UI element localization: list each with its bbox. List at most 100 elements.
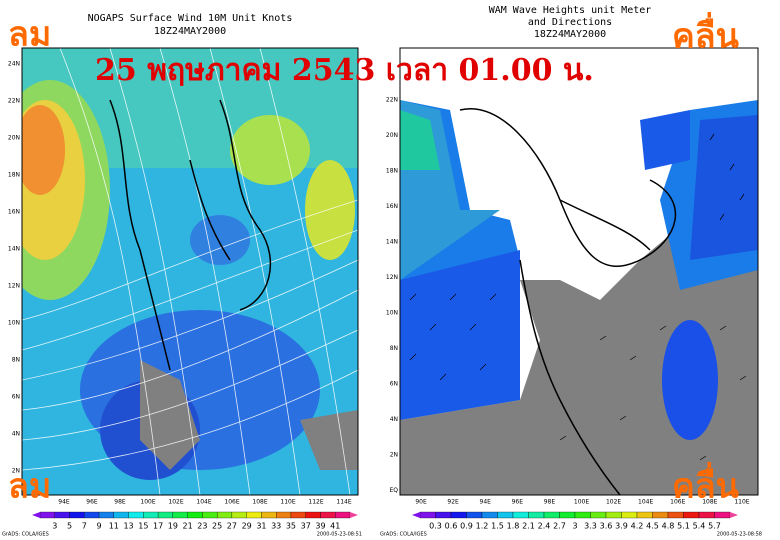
colorbar-swatch [466,511,483,519]
title: and Directions [528,17,612,28]
y-axis-label: EQ [389,487,398,494]
colorbar-label: 11 [109,522,119,531]
colorbar-swatch [698,511,715,519]
frame [399,47,759,496]
y-axis-label: 20N [8,135,20,142]
colorbar-label: 0.3 [429,522,442,531]
y-axis-label: 14N [386,239,398,246]
colorbar-label: 27 [227,522,237,531]
x-axis-label: 108E [252,499,267,506]
colorbar-swatch [98,511,114,519]
colorbar-swatch [216,511,233,519]
colorbar-swatch [276,511,292,519]
colorbar-swatch [246,511,262,519]
x-axis-label: 102E [606,499,621,506]
colorbar-swatch [84,511,100,519]
colorbar-label: 41 [330,522,340,531]
y-axis-label: 10N [386,310,398,317]
x-axis-label: 112E [308,499,323,506]
colorbar-swatch [683,511,700,519]
x-axis-label: 106E [224,499,239,506]
colorbar-label: 19 [168,522,178,531]
colorbar-label: 2.1 [522,522,535,531]
x-axis-label: 94E [58,499,70,506]
colorbar-swatch [512,511,529,519]
overlay-label: คลื่น [672,12,739,57]
footer: 2000-05-23-08:58 [717,532,762,538]
colorbar-swatch [667,511,684,519]
colorbar-label: 1.2 [476,522,489,531]
y-axis-label: 4N [12,431,20,438]
colorbar-label: 21 [183,522,193,531]
colorbar-swatch [528,511,545,519]
x-axis-label: 100E [574,499,589,506]
colorbar-label: 35 [286,522,296,531]
colorbar-label: 33 [271,522,281,531]
colorbar-swatch [305,511,321,519]
x-axis-label: 104E [196,499,211,506]
subtitle: 18Z24MAY2000 [154,26,226,37]
y-axis-label: 2N [12,468,20,475]
y-axis-label: 24N [8,61,20,68]
colorbar-label: 5.1 [677,522,690,531]
colorbar-end [730,512,738,518]
colorbar-label: 39 [315,522,325,531]
x-axis-label: 104E [638,499,653,506]
colorbar-swatch [290,511,306,519]
colorbar-label: 7 [82,522,87,531]
colorbar-swatch [652,511,669,519]
colorbar-label: 17 [153,522,163,531]
y-axis-label: 10N [8,320,20,327]
colorbar-swatch [590,511,607,519]
footer: GrADS: COLA/IGES [2,532,49,538]
colorbar-label: 3 [572,522,577,531]
colorbar-swatch [714,511,731,519]
y-axis-label: 4N [390,416,398,423]
colorbar-label: 31 [256,522,266,531]
footer: 2000-05-23-08:51 [317,532,362,538]
colorbar-swatch [574,511,591,519]
x-axis-label: 110E [280,499,295,506]
title: NOGAPS Surface Wind 10M Unit Knots [88,13,293,24]
x-axis-label: 90E [415,499,427,506]
y-axis-label: 18N [8,172,20,179]
y-axis-label: 6N [12,394,20,401]
y-axis-label: 22N [386,97,398,104]
colorbar-label: 9 [97,522,102,531]
y-axis-label: 12N [8,283,20,290]
subtitle: 18Z24MAY2000 [534,29,606,40]
x-axis-label: 96E [86,499,98,506]
colorbar-swatch [559,511,576,519]
colorbar-swatch [113,511,129,519]
y-axis-label: 12N [386,274,398,281]
colorbar-swatch [202,511,218,519]
colorbar-label: 1.5 [491,522,504,531]
colorbar-label: 4.2 [631,522,644,531]
colorbar-label: 0.9 [460,522,473,531]
x-axis-label: 110E [734,499,749,506]
colorbar-label: 15 [138,522,148,531]
x-axis-label: 94E [480,499,492,506]
colorbar-label: 1.8 [507,522,520,531]
colorbar-swatch [497,511,514,519]
colorbar-label: 0.6 [445,522,458,531]
colorbar-label: 2.7 [553,522,566,531]
colorbar-swatch [143,511,159,519]
colorbar-label: 5.4 [693,522,706,531]
colorbar-swatch [450,511,467,519]
colorbar-swatch [39,511,55,519]
y-axis-label: 2N [390,452,398,459]
title: WAM Wave Heights unit Meter [489,5,652,16]
colorbar-swatch [54,511,70,519]
wind-map [22,48,358,495]
y-axis-label: 6N [390,381,398,388]
date-banner: 25 พฤษภาคม 2543 เวลา 01.00 น. [95,53,594,88]
colorbar-swatch [231,511,247,519]
colorbar-swatch [320,511,336,519]
colorbar-swatch [261,511,277,519]
colorbar-swatch [636,511,653,519]
colorbar-label: 4.8 [662,522,675,531]
x-axis-label: 102E [168,499,183,506]
colorbar-label: 3 [52,522,57,531]
